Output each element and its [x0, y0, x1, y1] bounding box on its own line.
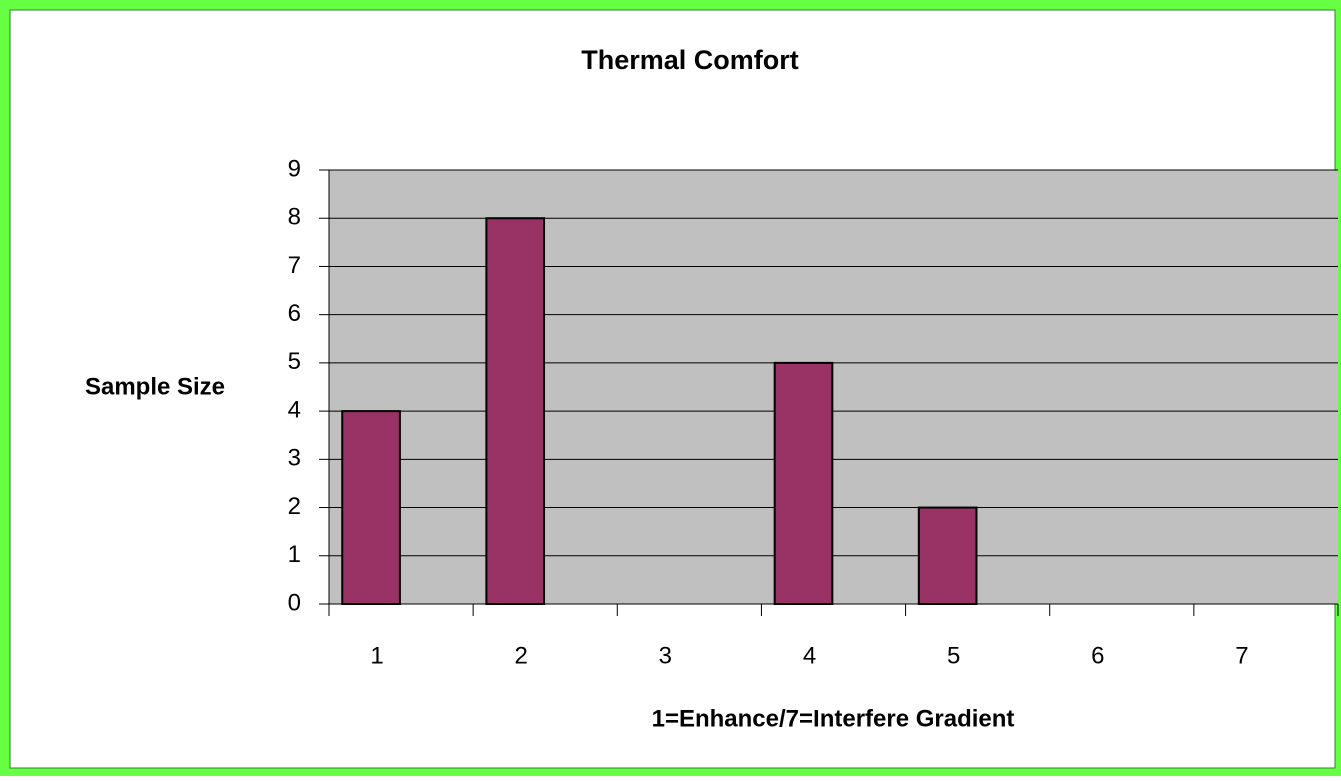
x-tick-label: 3	[659, 642, 672, 669]
y-axis-label: Sample Size	[85, 373, 225, 400]
plot-area	[329, 170, 1338, 604]
y-tick-label: 1	[288, 541, 301, 568]
y-tick-label: 3	[288, 445, 301, 472]
y-tick-label: 9	[288, 155, 301, 182]
y-tick-label: 2	[288, 493, 301, 520]
y-tick-label: 0	[288, 589, 301, 616]
bar	[917, 506, 978, 605]
x-tick-label: 6	[1091, 642, 1104, 669]
x-tick-label: 2	[515, 642, 528, 669]
x-axis-label: 1=Enhance/7=Interfere Gradient	[652, 705, 1015, 732]
bar	[773, 361, 834, 605]
y-tick-label: 7	[288, 252, 301, 279]
x-tick-label: 7	[1235, 642, 1248, 669]
y-tick-label: 8	[288, 204, 301, 231]
x-tick-label: 5	[947, 642, 960, 669]
x-tick-label: 4	[803, 642, 816, 669]
y-tick-label: 5	[288, 348, 301, 375]
y-tick-label: 6	[288, 300, 301, 327]
chart-title: Thermal Comfort	[581, 45, 799, 75]
bar	[341, 410, 401, 605]
bar	[485, 217, 546, 605]
x-tick-label: 1	[370, 642, 383, 669]
y-tick-label: 4	[288, 396, 301, 423]
